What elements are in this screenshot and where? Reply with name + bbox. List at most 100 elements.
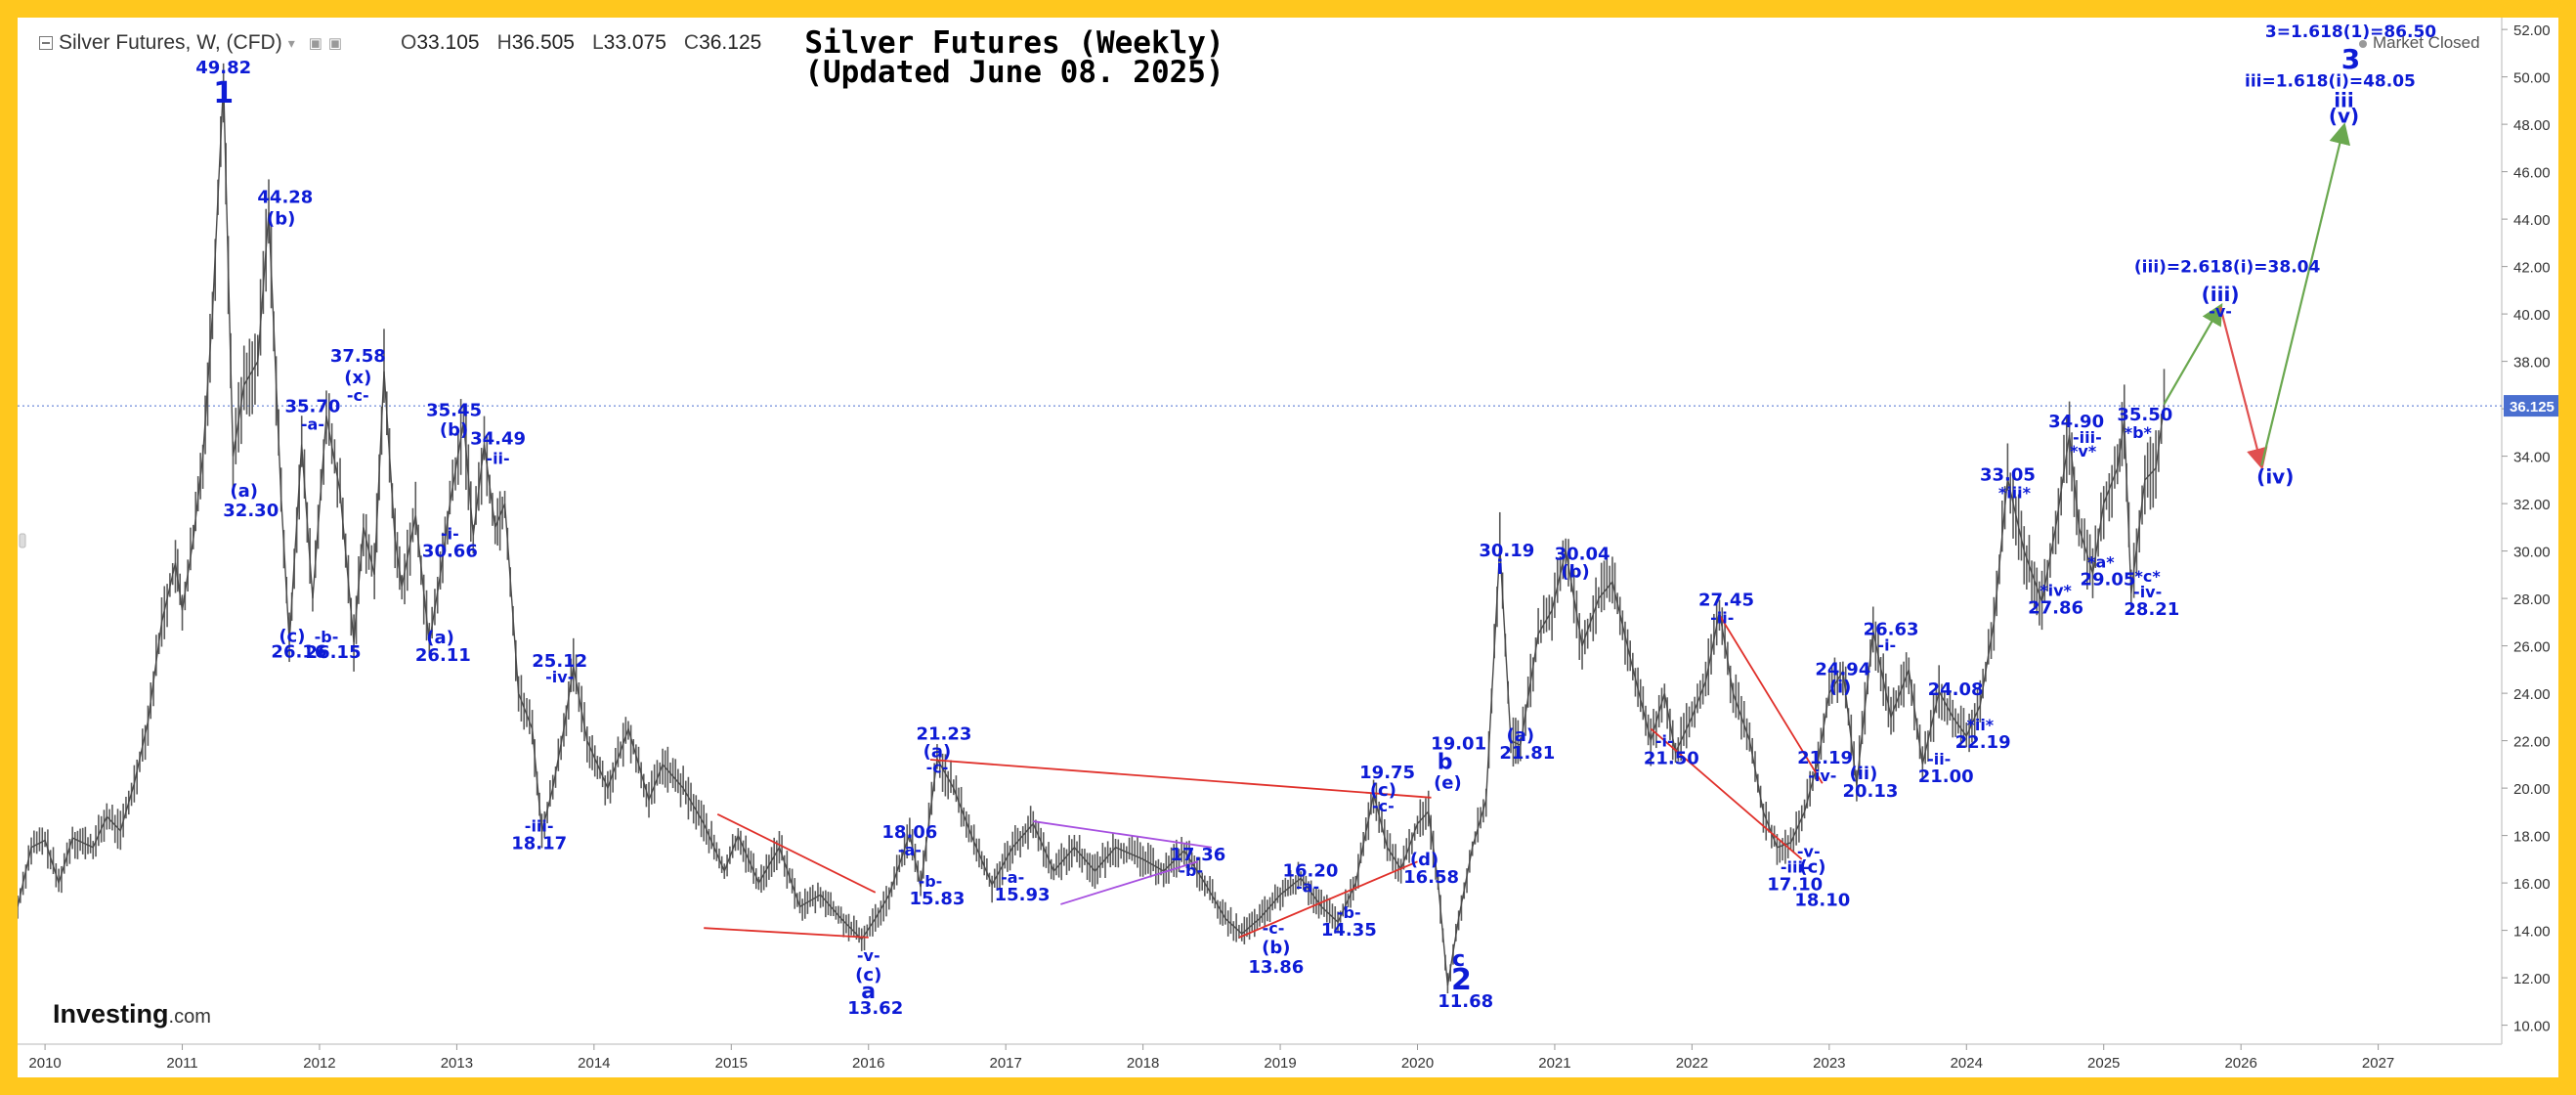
x-tick-label: 2022: [1676, 1055, 1708, 1072]
wave-label: (c): [1799, 856, 1825, 877]
low-value: L33.075: [591, 31, 666, 54]
wave-label: 26.63: [1864, 619, 1919, 639]
wave-label: 2: [1451, 963, 1472, 997]
wave-label: -c-: [926, 758, 949, 776]
y-tick-label: 48.00: [2513, 117, 2551, 134]
wave-label: *b*: [2125, 423, 2153, 442]
wave-label: (a): [426, 628, 454, 648]
wave-label: (x): [344, 368, 371, 388]
y-tick-label: 14.00: [2513, 924, 2551, 941]
wave-label: (b): [1561, 562, 1589, 583]
projection-arrow: [2163, 303, 2223, 405]
x-tick-label: 2021: [1538, 1055, 1570, 1072]
wave-label: 18.10: [1794, 890, 1850, 910]
scroll-handle: [19, 533, 26, 548]
wave-label: 21.00: [1918, 766, 1974, 787]
settings-icon[interactable]: ▣: [308, 35, 322, 52]
y-tick-label: 28.00: [2513, 591, 2551, 608]
wave-label: 19.75: [1359, 763, 1415, 783]
collapse-icon[interactable]: [39, 36, 53, 50]
price-chart[interactable]: 10.00 12.00 14.00 16.00 18.00 20.00 22.00 24.00…: [18, 18, 2558, 1077]
wave-label: 20.13: [1842, 781, 1898, 802]
wave-label: (iv): [2256, 464, 2294, 488]
symbol-label: Silver Futures, W, (CFD): [59, 31, 282, 54]
wave-label: (e): [1434, 772, 1462, 793]
wave-label: -a-: [1001, 868, 1024, 887]
y-tick-label: 16.00: [2513, 876, 2551, 893]
x-tick-label: 2011: [166, 1055, 197, 1072]
wave-label: -ii-: [1927, 750, 1951, 768]
wave-label: 28.21: [2124, 599, 2179, 620]
wave-label: (b): [440, 419, 468, 440]
wave-label: -i-: [1877, 635, 1896, 654]
trendline: [1238, 860, 1418, 939]
y-tick-label: 46.00: [2513, 165, 2551, 182]
wave-label: -v-: [1797, 842, 1821, 860]
wave-label: 35.50: [2117, 405, 2172, 425]
wave-label: (c): [855, 965, 881, 986]
wave-label: 26.11: [415, 645, 471, 666]
wave-label: -b-: [1179, 861, 1203, 880]
wave-label: 11.68: [1438, 991, 1493, 1012]
wave-label: 21.23: [917, 723, 972, 744]
x-tick-label: 2026: [2224, 1055, 2256, 1072]
projection-arrow: [2219, 306, 2268, 470]
investing-logo: Investing.com: [53, 999, 211, 1029]
wave-label: 30.04: [1555, 545, 1610, 565]
wave-label: (v): [2329, 105, 2359, 128]
close-icon[interactable]: ▣: [327, 35, 343, 52]
x-tick-label: 2010: [28, 1055, 61, 1072]
projection-arrow: [2260, 122, 2351, 466]
wave-label: (ii): [1850, 764, 1878, 784]
x-tick-label: 2019: [1264, 1055, 1296, 1072]
symbol-selector[interactable]: Silver Futures, W, (CFD) ▾ ▣ ▣: [39, 31, 342, 55]
wave-label: -i-: [441, 525, 459, 544]
x-tick-label: 2025: [2087, 1055, 2120, 1072]
wave-label: (b): [267, 208, 295, 229]
y-tick-label: 50.00: [2513, 70, 2551, 87]
y-tick-label: 32.00: [2513, 497, 2551, 513]
trendline: [1033, 820, 1212, 849]
ohlc-readout: O33.105 H36.505 L33.075 C36.125: [401, 31, 761, 55]
wave-label: 3: [2341, 43, 2360, 75]
wave-label: 24.08: [1928, 679, 1984, 700]
wave-label: 21.81: [1499, 743, 1555, 764]
wave-label: 1: [213, 76, 234, 110]
wave-label: (a): [230, 481, 258, 502]
wave-label: 27.45: [1698, 590, 1754, 610]
x-tick-label: 2018: [1127, 1055, 1159, 1072]
wave-label: *v*: [2070, 442, 2097, 460]
chevron-down-icon[interactable]: ▾: [287, 34, 295, 51]
x-tick-label: 2016: [852, 1055, 884, 1072]
y-tick-label: 38.00: [2513, 355, 2551, 372]
wave-label: 14.35: [1321, 920, 1377, 941]
open-value: O33.105: [401, 31, 480, 54]
wave-label: 24.94: [1815, 659, 1870, 679]
wave-label: 18.17: [511, 833, 567, 854]
x-tick-label: 2013: [441, 1055, 473, 1072]
wave-label: 34.90: [2048, 412, 2104, 432]
wave-label: i: [1496, 555, 1503, 579]
y-tick-label: 34.00: [2513, 450, 2551, 466]
wave-label: -iv-: [2133, 583, 2162, 601]
wave-label: (iii)=2.618(i)=38.04: [2134, 258, 2321, 278]
wave-label: b: [1438, 750, 1453, 774]
wave-label: 26.15: [306, 642, 362, 663]
high-value: H36.505: [496, 31, 575, 54]
wave-label: 22.19: [1955, 732, 2011, 753]
wave-label: (c): [279, 627, 305, 647]
y-tick-label: 20.00: [2513, 781, 2551, 798]
x-tick-label: 2014: [578, 1055, 610, 1072]
wave-label: 27.86: [2028, 598, 2083, 619]
trendline: [716, 812, 877, 894]
wave-label: *a*: [2087, 553, 2115, 572]
wave-label: -iv-: [545, 668, 574, 686]
wave-label: 34.49: [470, 429, 526, 450]
wave-label: -i-: [1655, 732, 1674, 751]
x-tick-label: 2024: [1951, 1055, 1983, 1072]
wave-label: -c-: [1372, 797, 1395, 815]
y-tick-label: 12.00: [2513, 971, 2551, 987]
wave-label: 44.28: [257, 187, 313, 207]
wave-label: 29.05: [2080, 570, 2135, 591]
wave-label: 32.30: [223, 501, 279, 521]
